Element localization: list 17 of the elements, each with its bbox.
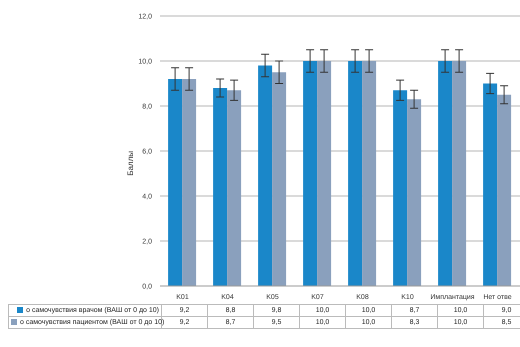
- y-axis-title: Баллы: [126, 150, 135, 176]
- bar: [182, 79, 196, 286]
- bar: [317, 61, 332, 286]
- bar: [362, 61, 376, 286]
- bar: [348, 61, 362, 286]
- bar: [438, 61, 452, 286]
- bar: [497, 94, 512, 286]
- bar: [452, 61, 466, 286]
- bar: [213, 88, 228, 286]
- bar: [303, 61, 318, 286]
- bar: [483, 84, 498, 286]
- bar: [168, 79, 182, 286]
- bar: [227, 90, 242, 286]
- bar: [393, 90, 408, 286]
- bar: [272, 72, 286, 286]
- bar: [258, 66, 272, 286]
- bar: [407, 99, 422, 286]
